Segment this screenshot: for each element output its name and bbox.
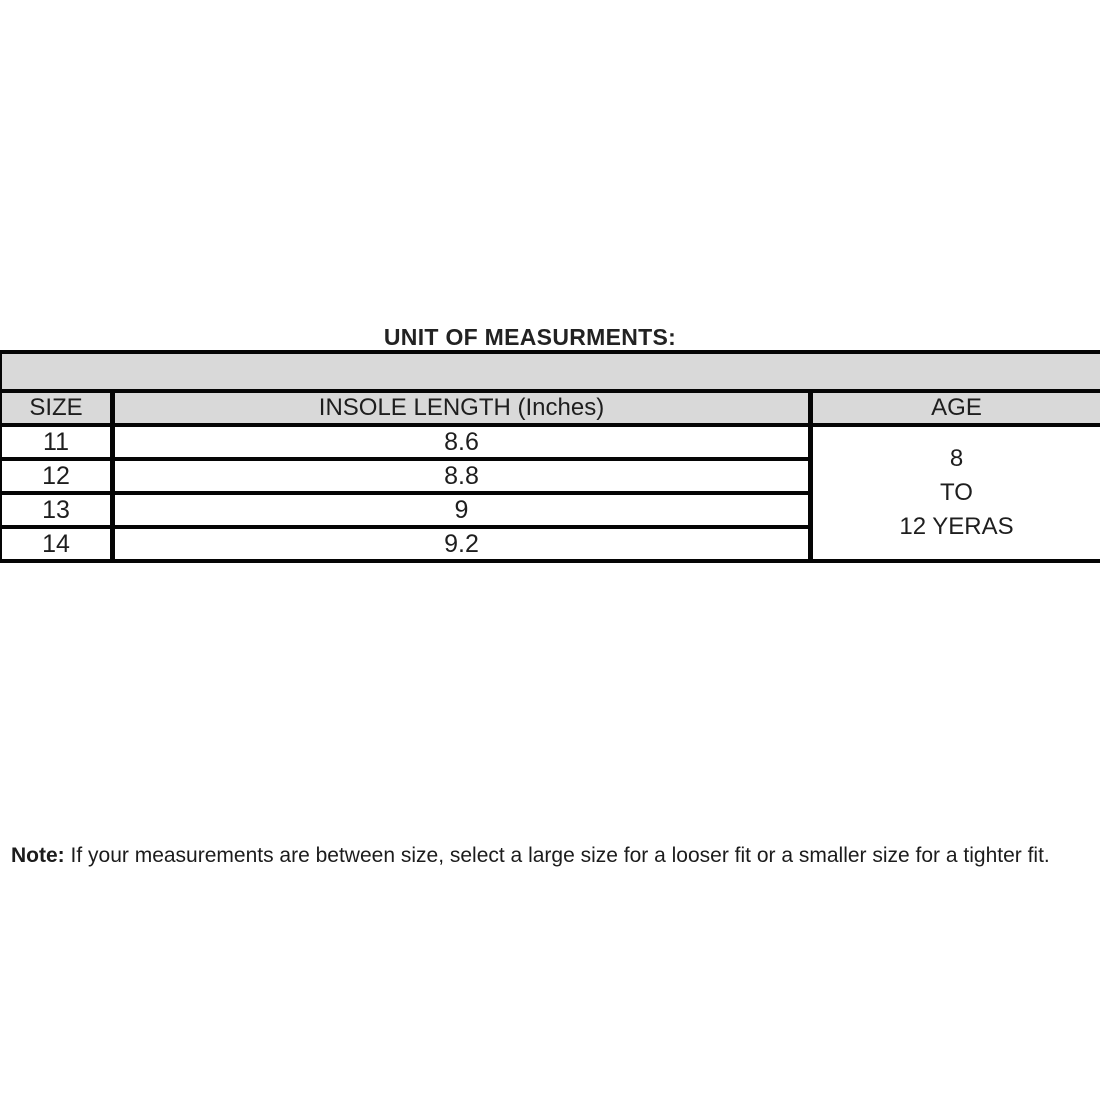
size-cell: 13 <box>2 495 110 525</box>
fit-note-text: If your measurements are between size, s… <box>70 844 1050 867</box>
fit-note-label: Note: <box>11 844 65 867</box>
insole-length-cell: 9.2 <box>115 529 808 559</box>
size-cell: 11 <box>2 427 110 457</box>
age-line-3: 12 YERAS <box>899 513 1014 540</box>
column-header-insole-length: INSOLE LENGTH (Inches) <box>115 393 808 423</box>
age-merged-cell: 8 TO 12 YERAS <box>813 427 1100 559</box>
insole-length-cell: 8.6 <box>115 427 808 457</box>
column-header-age: AGE <box>813 393 1100 423</box>
insole-length-cell: 8.8 <box>115 461 808 491</box>
age-line-1: 8 <box>949 445 964 472</box>
insole-length-cell: 9 <box>115 495 808 525</box>
fit-note: Note: If your measurements are between s… <box>11 841 1081 870</box>
size-cell: 14 <box>2 529 110 559</box>
age-line-2: TO <box>940 479 973 506</box>
column-header-size: SIZE <box>2 393 110 423</box>
size-cell: 12 <box>2 461 110 491</box>
page-title: UNIT OF MEASURMENTS: <box>383 324 677 350</box>
size-chart-table: SIZE INSOLE LENGTH (Inches) AGE 8 TO 12 … <box>0 350 1100 563</box>
table-top-band <box>2 354 1100 389</box>
table-grid: SIZE INSOLE LENGTH (Inches) AGE 8 TO 12 … <box>2 393 1100 559</box>
